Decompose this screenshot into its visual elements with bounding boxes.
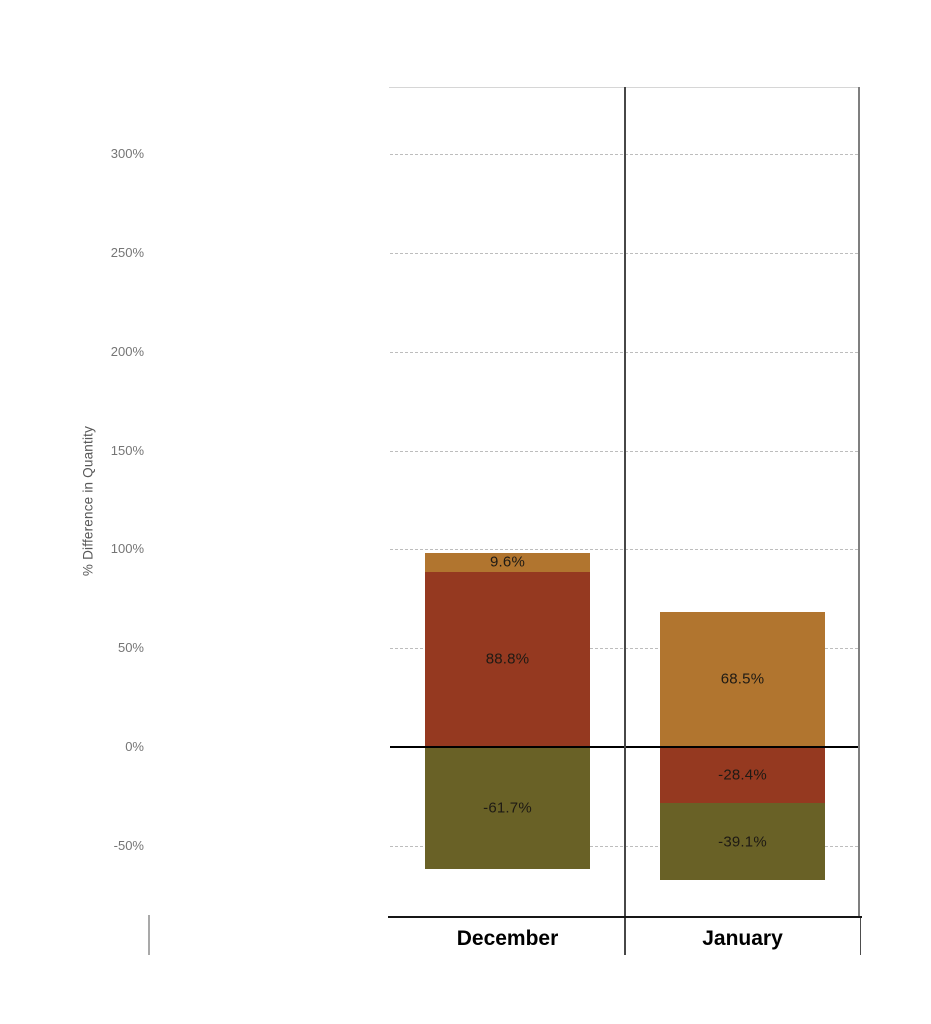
bar-segment-january-brick-red[interactable]: -28.4% — [660, 747, 825, 804]
bar-segment-label: -39.1% — [718, 833, 767, 851]
y-tick-label: -50% — [113, 837, 144, 853]
bar-segment-january-orange[interactable]: 68.5% — [660, 611, 825, 748]
y-tick-labels: 300% 250% 200% 150% 100% 50% 0% -50% — [60, 87, 144, 917]
bar-segment-december-orange[interactable]: 9.6% — [425, 552, 590, 572]
bar-segment-label: 88.8% — [485, 650, 530, 668]
y-tick-label: 200% — [110, 343, 144, 359]
y-tick-label: 150% — [110, 442, 144, 458]
y-tick-label: 100% — [110, 541, 144, 557]
left-axis-tick — [148, 915, 150, 955]
category-label-december: December — [456, 927, 559, 950]
column-divider — [624, 87, 626, 955]
category-label-january: January — [702, 927, 783, 950]
bar-segment-december-olive[interactable]: -61.7% — [425, 747, 590, 869]
y-tick-label: 0% — [125, 739, 144, 755]
y-tick-label: 50% — [117, 640, 144, 656]
bar-segment-december-brick-red[interactable]: 88.8% — [425, 571, 590, 748]
plot-right-border-extension — [860, 917, 861, 955]
bar-segment-label: 9.6% — [490, 553, 525, 571]
bar-segment-label: -61.7% — [483, 799, 532, 817]
x-axis-line — [388, 916, 862, 918]
y-tick-label: 250% — [110, 245, 144, 260]
plot-right-border — [858, 87, 860, 917]
bar-segment-january-olive[interactable]: -39.1% — [660, 803, 825, 881]
bar-segment-label: -28.4% — [718, 766, 767, 784]
bar-segment-label: 68.5% — [720, 670, 765, 688]
plot-area: 9.6% 88.8% -61.7% 68.5% -28.4% -39.1% — [390, 87, 860, 955]
x-axis-labels: December January — [390, 924, 860, 954]
y-tick-label: 300% — [110, 146, 144, 162]
